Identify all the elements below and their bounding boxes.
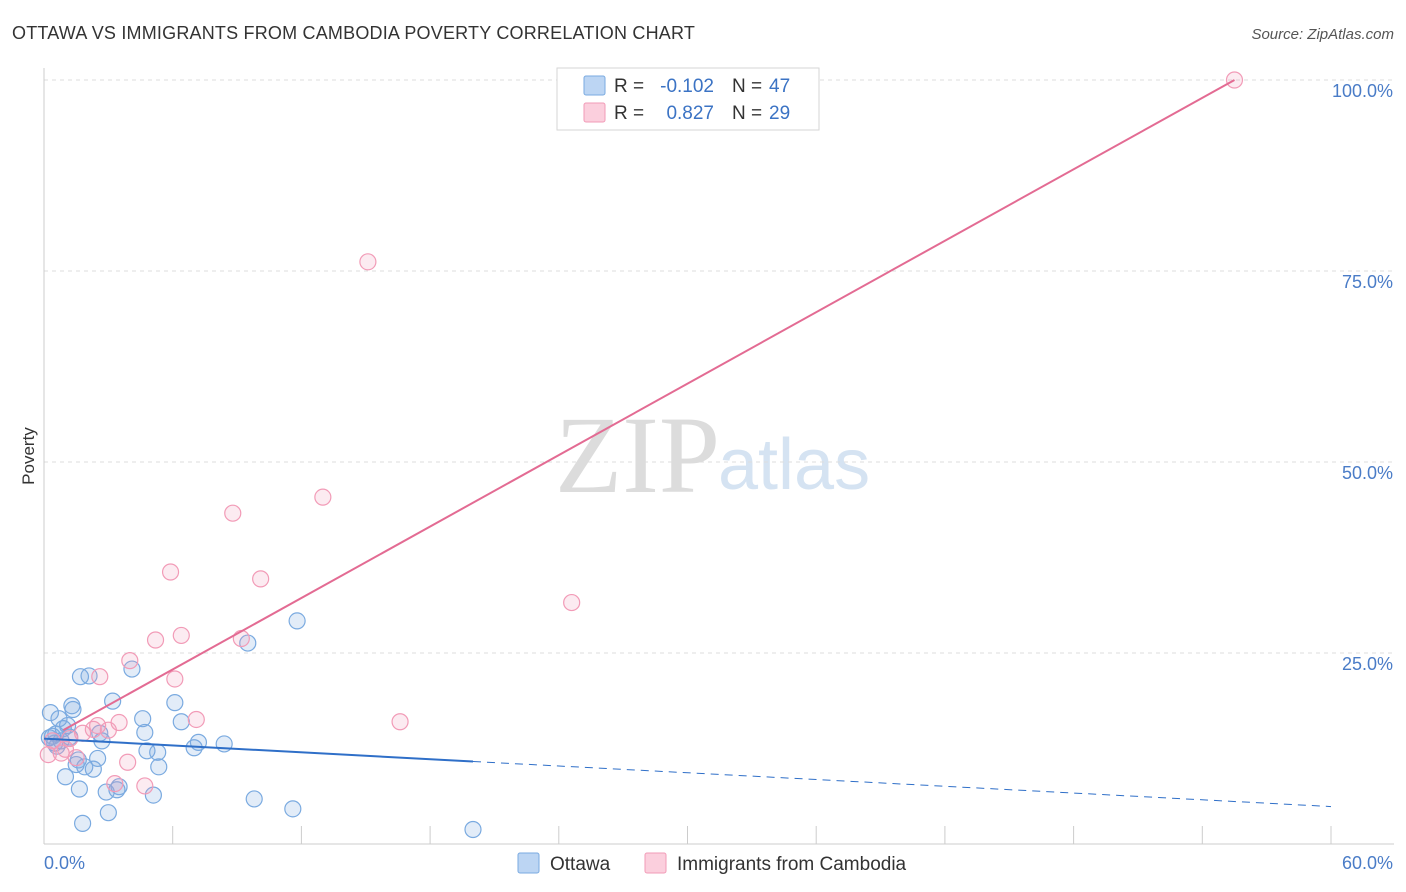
- ottawa-point-43: [288, 612, 306, 630]
- ottawa-point-42: [284, 800, 302, 818]
- x-tick-label-max: 60.0%: [1342, 853, 1393, 873]
- cambodia-point-12: [110, 713, 128, 732]
- ottawa-point-7: [56, 768, 75, 786]
- axes: [43, 68, 1394, 845]
- cambodia-point-22: [232, 629, 250, 648]
- cambodia-point-27: [563, 593, 581, 612]
- ottawa-trend-extension: [472, 760, 1332, 808]
- stats-swatch-cambodia: [583, 102, 606, 123]
- ottawa-point-32: [144, 786, 162, 804]
- ottawa-point-41: [245, 790, 263, 808]
- ottawa-point-39: [215, 735, 233, 753]
- x-tick-label-min: 0.0%: [44, 853, 85, 873]
- ottawa-point-36: [172, 713, 190, 731]
- stats-n-value-ottawa: 47: [769, 76, 790, 97]
- watermark: ZIP atlas: [555, 394, 870, 516]
- cambodia-point-9: [91, 668, 109, 686]
- ottawa-point-31: [138, 742, 156, 760]
- watermark-atlas: atlas: [718, 425, 870, 505]
- stats-r-label-cambodia: R =: [614, 103, 644, 124]
- ottawa-point-20: [89, 749, 107, 768]
- cambodia-point-26: [391, 713, 409, 731]
- cambodia-point-8: [89, 716, 107, 735]
- stats-legend: R = -0.102 N = 47 R = 0.827 N = 29: [556, 67, 820, 131]
- legend-label-ottawa: Ottawa: [550, 854, 611, 875]
- cambodia-point-1: [43, 732, 62, 750]
- ottawa-point-44: [464, 820, 482, 839]
- cambodia-point-17: [161, 563, 180, 581]
- y-tick-label-75: 75.0%: [1342, 272, 1393, 292]
- ottawa-point-29: [134, 710, 152, 728]
- legend-label-cambodia: Immigrants from Cambodia: [677, 854, 907, 875]
- stats-r-value-ottawa: -0.102: [660, 76, 714, 97]
- ottawa-point-13: [69, 751, 87, 769]
- stats-n-value-cambodia: 29: [769, 103, 790, 124]
- watermark-zip: ZIP: [555, 394, 720, 516]
- cambodia-point-16: [146, 631, 165, 649]
- cambodia-point-11: [106, 775, 124, 793]
- ottawa-point-34: [150, 758, 168, 776]
- cambodia-point-18: [166, 670, 184, 688]
- cambodia-point-0: [39, 746, 57, 764]
- stats-r-label-ottawa: R =: [614, 76, 644, 97]
- cambodia-point-25: [359, 253, 377, 271]
- y-axis-label: Poverty: [19, 427, 38, 485]
- ottawa-point-33: [149, 743, 167, 761]
- cambodia-point-20: [187, 710, 205, 729]
- ottawa-point-30: [136, 723, 154, 742]
- y-tick-label-100: 100.0%: [1332, 81, 1393, 101]
- stats-n-label-ottawa: N =: [732, 76, 762, 97]
- ottawa-point-11: [64, 700, 82, 719]
- cambodia-point-14: [121, 652, 139, 670]
- cambodia-point-13: [119, 753, 137, 771]
- stats-swatch-ottawa: [583, 75, 606, 96]
- series-cambodia-points: [39, 71, 1244, 795]
- series-legend: Ottawa Immigrants from Cambodia: [517, 852, 907, 875]
- ottawa-point-15: [71, 668, 90, 686]
- cambodia-point-5: [67, 749, 85, 767]
- y-tick-labels: 25.0% 50.0% 75.0% 100.0%: [1332, 81, 1393, 674]
- ottawa-point-16: [74, 814, 92, 832]
- ottawa-point-14: [70, 780, 88, 798]
- chart-source: Source: ZipAtlas.com: [1251, 26, 1394, 43]
- chart-title: OTTAWA VS IMMIGRANTS FROM CAMBODIA POVER…: [12, 23, 695, 43]
- stats-r-value-cambodia: 0.827: [666, 103, 714, 124]
- cambodia-trend-line: [62, 79, 1235, 732]
- cambodia-point-21: [224, 504, 242, 522]
- ottawa-point-0: [41, 703, 60, 722]
- ottawa-point-19: [84, 760, 102, 778]
- ottawa-trend-line: [43, 737, 474, 763]
- ottawa-point-35: [166, 694, 184, 712]
- cambodia-point-15: [136, 777, 154, 795]
- stats-n-label-cambodia: N =: [732, 103, 762, 124]
- y-tick-label-25: 25.0%: [1342, 654, 1393, 674]
- legend-swatch-cambodia: [644, 852, 667, 874]
- cambodia-point-24: [314, 488, 332, 506]
- trend-lines: [43, 79, 1332, 808]
- legend-swatch-ottawa: [517, 852, 540, 874]
- cambodia-point-23: [252, 570, 270, 588]
- cambodia-point-19: [172, 626, 190, 645]
- ottawa-point-24: [99, 804, 117, 822]
- y-tick-label-50: 50.0%: [1342, 463, 1393, 483]
